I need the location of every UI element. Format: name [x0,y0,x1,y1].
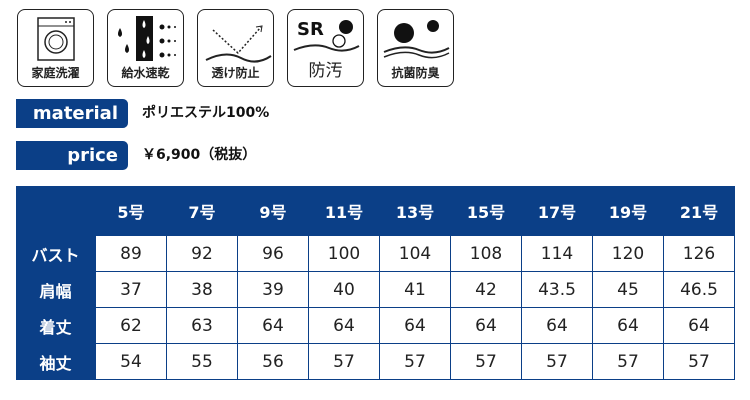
table-row: 着丈 62 63 64 64 64 64 64 64 64 [16,307,735,344]
table-cell: 100 [308,235,380,272]
row-label: 着丈 [39,317,72,337]
material-value: ポリエステル100% [142,105,270,121]
table-cell: 46.5 [663,271,735,308]
antibacterial-deodorant-icon: 抗菌防臭 [377,9,454,87]
see-through-prevention-icon: 透け防止 [197,9,274,87]
table-cell: 96 [237,235,309,272]
table-cell: 92 [166,235,238,272]
table-cell: 56 [237,343,309,380]
size-header: 13号 [395,202,435,222]
row-label: バスト [31,245,80,265]
icon-label: 給水速乾 [121,66,170,80]
table-cell: 38 [166,271,238,308]
icon-label: 抗菌防臭 [391,66,440,80]
table-cell: 114 [521,235,593,272]
header-row: 5号 7号 9号 11号 13号 15号 17号 19号 21号 [16,186,735,236]
table-cell: 37 [95,271,167,308]
size-header: 9号 [259,202,287,222]
table-cell: 64 [237,307,309,344]
size-header: 21号 [679,202,719,222]
quick-dry-icon: 給水速乾 [107,9,184,87]
icon-label: 透け防止 [211,66,260,80]
table-cell: 57 [308,343,380,380]
size-table: 5号 7号 9号 11号 13号 15号 17号 19号 21号 バスト 89 92 96 100 104 1… [16,186,735,380]
icon-label: 家庭洗濯 [31,66,80,80]
size-header: 7号 [188,202,216,222]
table-cell: 64 [450,307,522,344]
size-header: 17号 [537,202,577,222]
table-cell: 54 [95,343,167,380]
table-cell: 104 [379,235,451,272]
table-cell: 42 [450,271,522,308]
table-cell: 57 [592,343,664,380]
table-row: バスト 89 92 96 100 104 108 114 120 126 [16,235,735,272]
table-cell: 64 [308,307,380,344]
table-cell: 64 [379,307,451,344]
table-cell: 64 [521,307,593,344]
table-cell: 55 [166,343,238,380]
table-cell: 62 [95,307,167,344]
table-cell: 63 [166,307,238,344]
price-label: price [16,141,128,170]
table-cell: 43.5 [521,271,593,308]
table-row: 肩幅 37 38 39 40 41 42 43.5 45 46.5 [16,271,735,308]
table-cell: 57 [663,343,735,380]
table-cell: 108 [450,235,522,272]
table-cell: 39 [237,271,309,308]
price-value: ￥6,900（税抜） [142,147,257,163]
table-cell: 89 [95,235,167,272]
stain-resistant-icon: SR 防汚 [287,9,364,87]
material-label: material [16,99,128,128]
table-cell: 64 [592,307,664,344]
table-cell: 40 [308,271,380,308]
row-label: 肩幅 [39,281,72,301]
corner-cell [16,186,96,236]
table-cell: 57 [521,343,593,380]
table-cell: 64 [663,307,735,344]
table-cell: 45 [592,271,664,308]
icon-label: 防汚 [308,61,343,81]
table-cell: 41 [379,271,451,308]
size-header: 19号 [608,202,648,222]
table-cell: 120 [592,235,664,272]
size-header: 15号 [466,202,506,222]
size-header: 11号 [324,202,364,222]
table-cell: 126 [663,235,735,272]
sr-badge: SR [297,19,324,40]
table-cell: 57 [450,343,522,380]
table-row: 袖丈 54 55 56 57 57 57 57 57 57 [16,343,735,380]
row-label: 袖丈 [39,353,72,373]
table-cell: 57 [379,343,451,380]
washing-machine-icon: 家庭洗濯 [17,9,94,87]
size-header: 5号 [117,202,145,222]
